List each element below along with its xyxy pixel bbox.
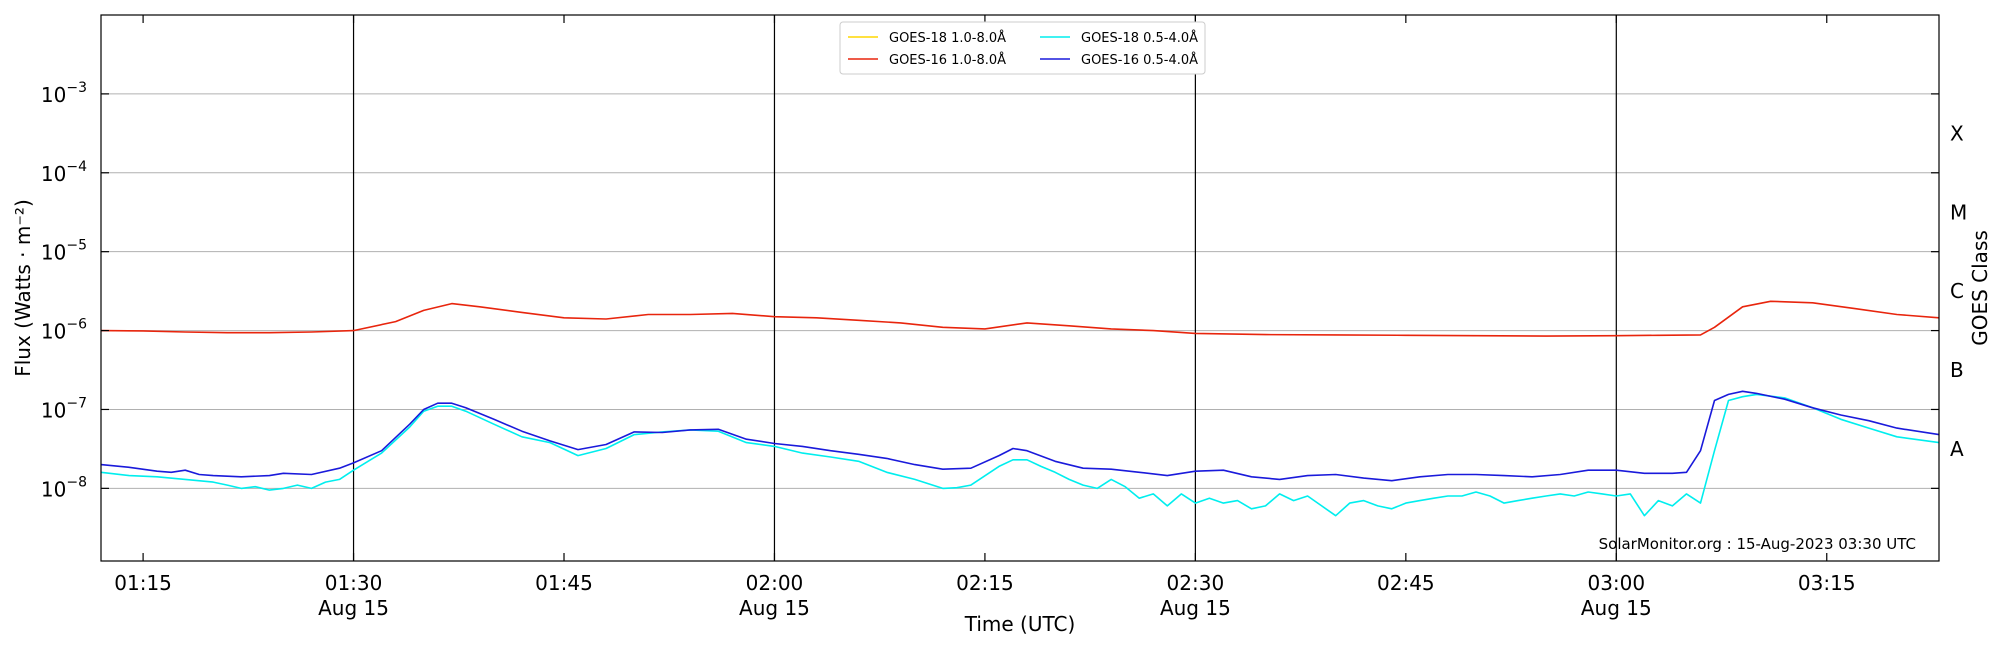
goes-class-label: X xyxy=(1950,121,1964,145)
legend: GOES-18 1.0-8.0Å GOES-16 1.0-8.0Å GOES-18 … xyxy=(839,21,1206,75)
series-line xyxy=(100,390,1940,482)
tick-marks xyxy=(101,15,1939,561)
grid-lines xyxy=(101,93,1939,489)
y-tick-label: 10−6 xyxy=(41,317,87,344)
plot-frame xyxy=(100,14,1940,562)
y-tick-label: 10−8 xyxy=(41,474,87,501)
x-tick-label: 02:30 xyxy=(1167,571,1225,595)
legend-items: GOES-18 1.0-8.0Å GOES-16 1.0-8.0Å GOES-18 … xyxy=(848,30,1198,68)
goes-class-axis-title: GOES Class xyxy=(1968,230,1992,346)
legend-label: GOES-18 1.0-8.0Å xyxy=(889,30,1006,46)
x-tick-label: 03:15 xyxy=(1798,571,1856,595)
y-tick-labels: 10−8 10−7 10−6 10−5 10−4 10−3 xyxy=(41,80,87,501)
goes-class-label: A xyxy=(1950,437,1964,461)
x-tick-label: 02:00 xyxy=(746,571,804,595)
y-tick-label: 10−5 xyxy=(41,238,87,265)
legend-label: GOES-16 0.5-4.0Å xyxy=(1081,52,1198,68)
x-tick-label: 02:15 xyxy=(956,571,1014,595)
legend-box xyxy=(839,21,1206,75)
goes-class-label: C xyxy=(1950,279,1964,303)
legend-label: GOES-16 1.0-8.0Å xyxy=(889,52,1006,68)
x-tick-label: 01:45 xyxy=(535,571,593,595)
series-line xyxy=(100,300,1940,337)
x-tick-label: 03:00 xyxy=(1587,571,1645,595)
x-tick-date-label: Aug 15 xyxy=(739,596,810,620)
y-axis-title: Flux (Watts · m⁻²) xyxy=(11,199,35,377)
x-tick-label: 01:30 xyxy=(325,571,383,595)
legend-label: GOES-18 0.5-4.0Å xyxy=(1081,30,1198,46)
series-lines xyxy=(100,300,1940,517)
x-tick-label: 02:45 xyxy=(1377,571,1435,595)
goes-class-label: M xyxy=(1950,200,1967,224)
goes-class-label: B xyxy=(1950,358,1964,382)
x-tick-date-label: Aug 15 xyxy=(1581,596,1652,620)
x-axis-title: Time (UTC) xyxy=(964,612,1076,636)
x-tick-label: 01:15 xyxy=(114,571,172,595)
x-tick-date-label: Aug 15 xyxy=(1160,596,1231,620)
x-tick-date-label: Aug 15 xyxy=(318,596,389,620)
y-tick-label: 10−7 xyxy=(41,395,87,422)
series-line xyxy=(100,393,1940,517)
y-tick-label: 10−3 xyxy=(41,80,87,107)
goes-class-labels: A B C M X xyxy=(1950,121,1967,461)
credit-annotation: SolarMonitor.org : 15-Aug-2023 03:30 UTC xyxy=(1599,535,1916,553)
y-tick-label: 10−4 xyxy=(41,159,87,186)
